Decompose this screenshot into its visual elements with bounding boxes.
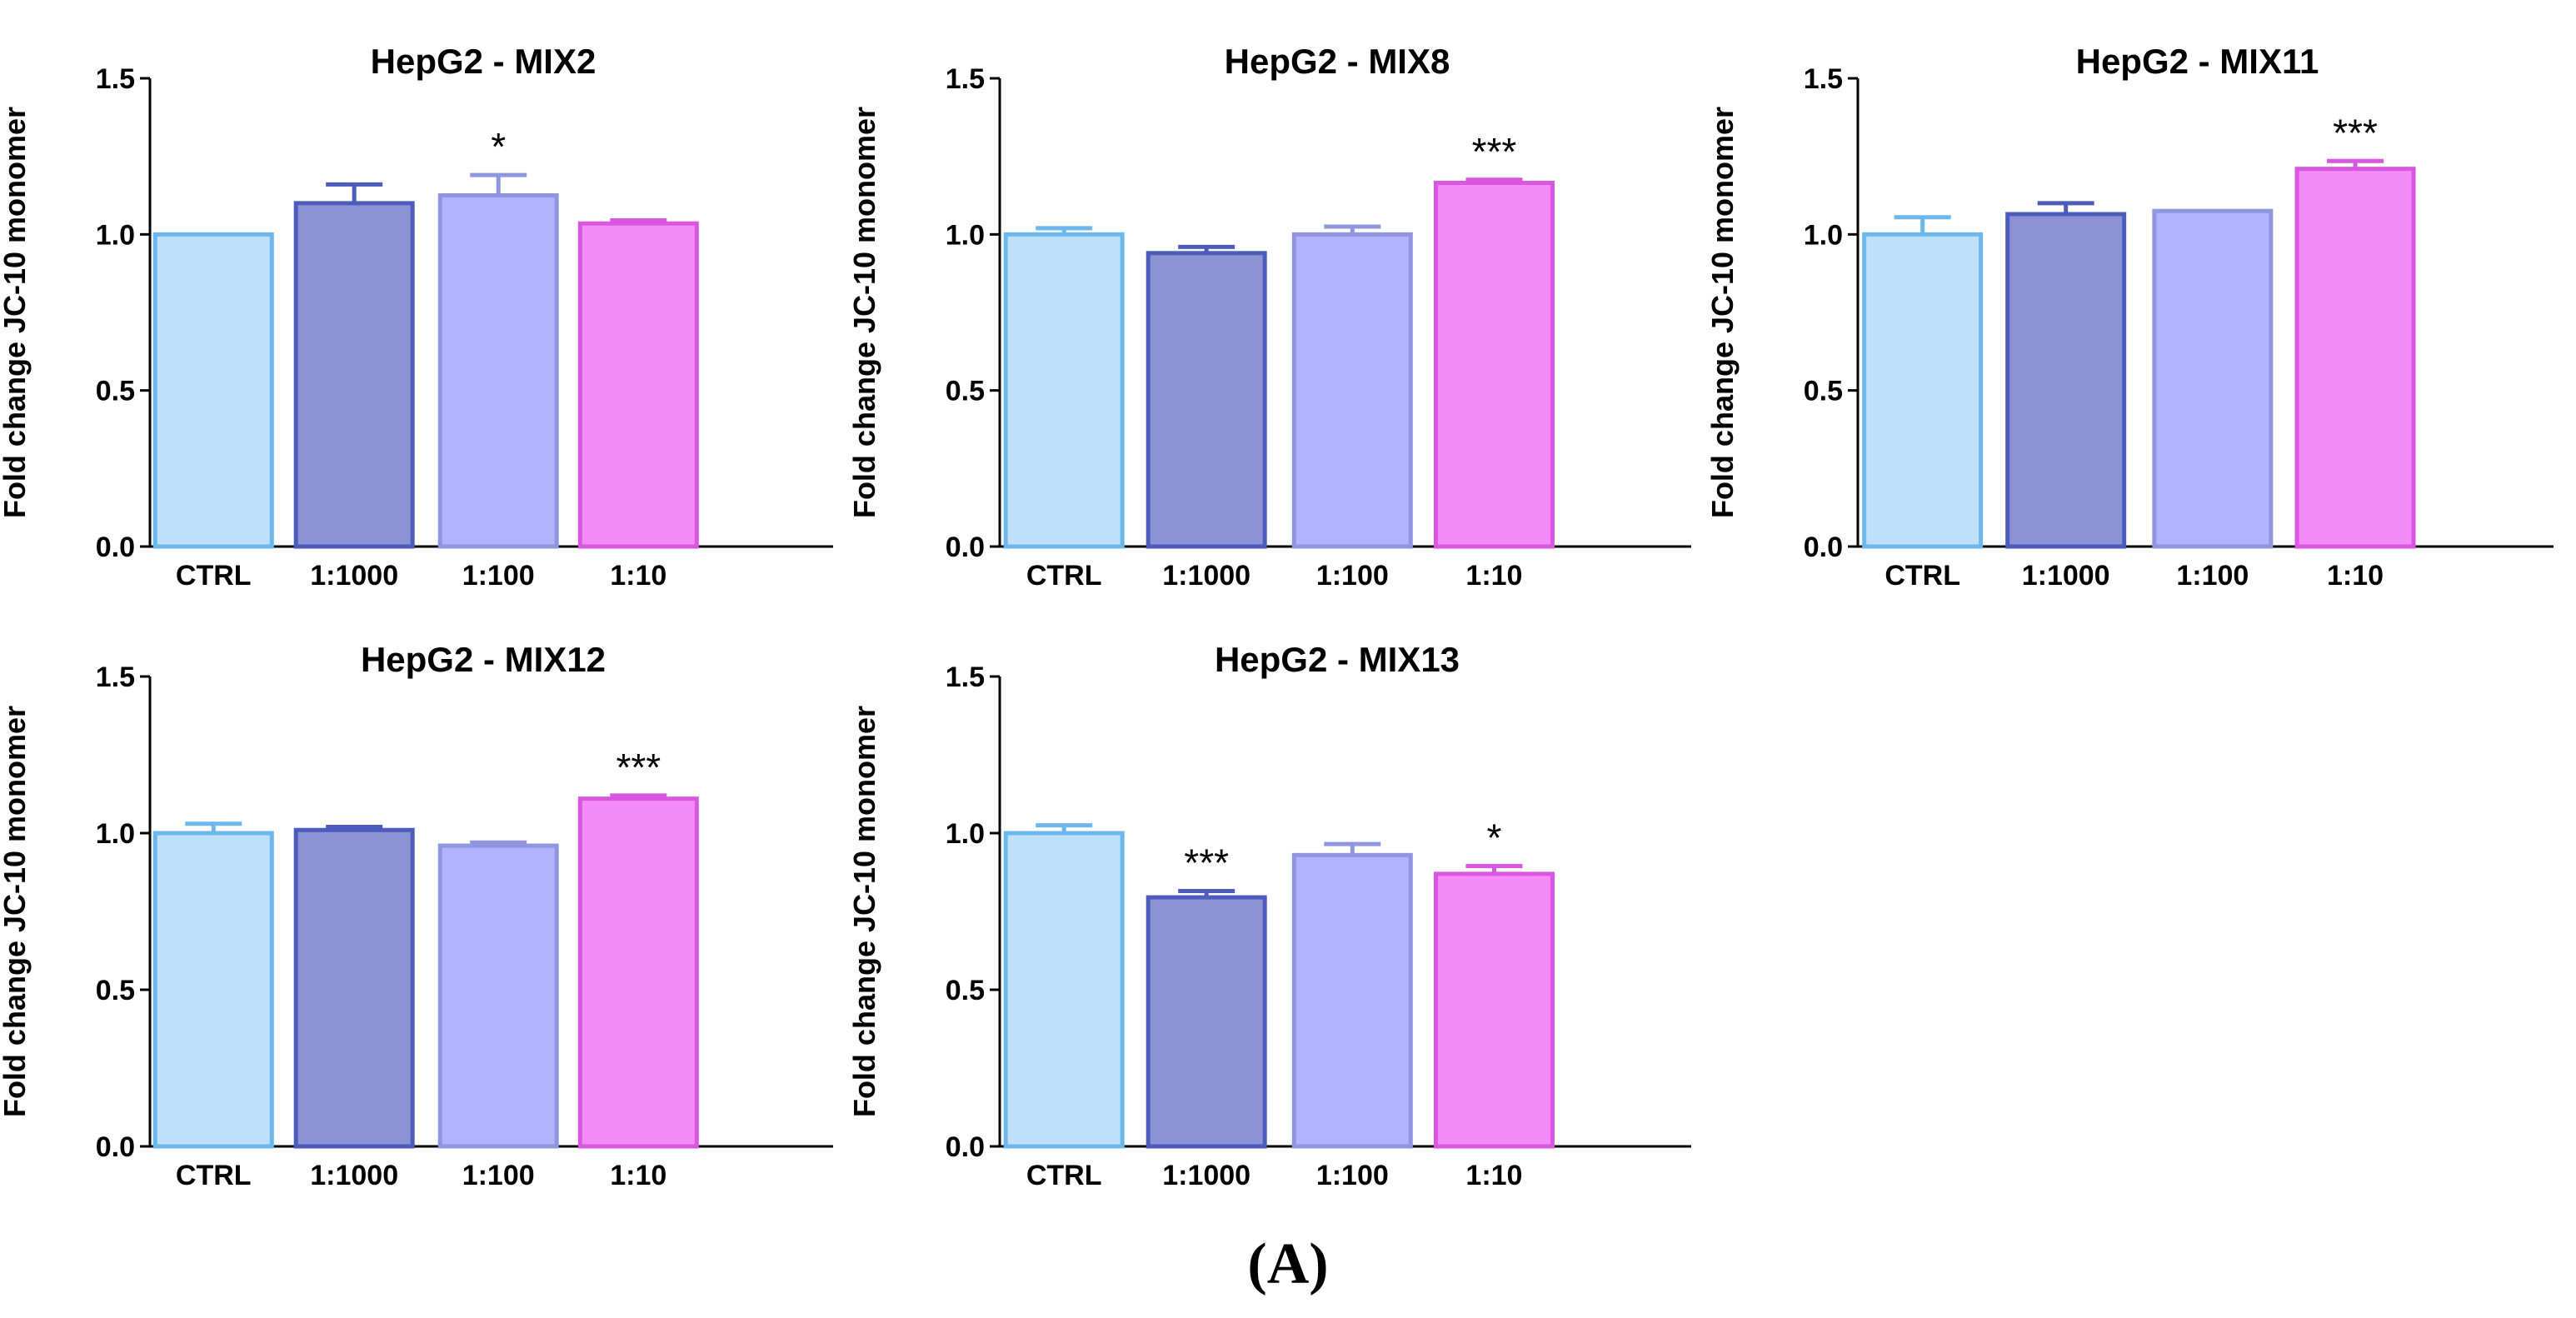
y-axis-label: Fold change JC-10 monomer: [1705, 107, 1740, 518]
x-tick-label: 1:10: [610, 1160, 666, 1191]
x-tick-label: 1:10: [1465, 560, 1522, 592]
y-tick-label: 0.5: [96, 376, 135, 407]
y-tick-label: 1.5: [96, 63, 135, 95]
y-axis-label: Fold change JC-10 monomer: [0, 706, 32, 1117]
significance-marker: ***: [2333, 111, 2378, 154]
y-tick-label: 0.0: [96, 1131, 135, 1163]
bar: [1003, 831, 1125, 1149]
x-tick-label: CTRL: [1026, 1160, 1102, 1191]
x-tick-label: 1:100: [1316, 560, 1389, 592]
y-tick-label: 1.5: [946, 661, 985, 693]
chart-panel: HepG2 - MIX2 Fold change JC-10 monomer 0.0…: [0, 42, 833, 592]
bar: [1433, 871, 1555, 1149]
x-tick-label: 1:100: [1316, 1160, 1389, 1191]
y-tick-label: 1.0: [946, 818, 985, 850]
y-axis-label: Fold change JC-10 monomer: [847, 706, 881, 1117]
x-tick-label: 1:100: [462, 1160, 535, 1191]
significance-marker: ***: [1472, 130, 1517, 173]
bar: [293, 827, 415, 1149]
bar: [1003, 232, 1125, 549]
bar: [437, 193, 559, 549]
y-tick-label: 0.5: [946, 376, 985, 407]
y-tick-label: 1.5: [946, 63, 985, 95]
bar: [1146, 895, 1267, 1149]
bar: [437, 843, 559, 1149]
x-tick-label: CTRL: [1885, 560, 1960, 592]
bar: [2152, 208, 2274, 549]
chart-panel: HepG2 - MIX12 Fold change JC-10 monomer 0.…: [0, 640, 833, 1191]
x-tick-label: 1:100: [2176, 560, 2249, 592]
chart-panel: HepG2 - MIX11 Fold change JC-10 monomer 0.…: [1705, 42, 2554, 592]
bar: [1433, 181, 1555, 549]
x-tick-label: 1:1000: [310, 560, 398, 592]
significance-marker: *: [491, 125, 506, 168]
bar: [293, 201, 415, 549]
chart-title: HepG2 - MIX12: [361, 640, 606, 679]
y-tick-label: 1.0: [96, 219, 135, 251]
y-tick-label: 0.0: [1804, 532, 1843, 563]
bar: [152, 232, 274, 549]
x-tick-label: 1:1000: [1162, 1160, 1251, 1191]
y-tick-label: 0.5: [946, 975, 985, 1006]
x-tick-label: 1:1000: [1162, 560, 1251, 592]
bar: [2005, 212, 2127, 549]
y-axis-label: Fold change JC-10 monomer: [847, 107, 881, 518]
bar: [152, 831, 274, 1149]
x-tick-label: 1:100: [462, 560, 535, 592]
y-tick-label: 0.0: [96, 532, 135, 563]
x-tick-label: 1:10: [2327, 560, 2384, 592]
significance-marker: *: [1486, 816, 1501, 859]
y-tick-label: 1.0: [946, 219, 985, 251]
chart-panel: HepG2 - MIX8 Fold change JC-10 monomer 0.0…: [847, 42, 1691, 592]
y-tick-label: 1.0: [96, 818, 135, 850]
chart-title: HepG2 - MIX8: [1225, 42, 1450, 81]
bar: [1862, 232, 1984, 549]
y-tick-label: 0.0: [946, 532, 985, 563]
bar: [1291, 232, 1413, 549]
x-tick-label: 1:1000: [2022, 560, 2110, 592]
bar: [577, 221, 699, 549]
y-tick-label: 1.5: [96, 661, 135, 693]
x-tick-label: CTRL: [176, 1160, 252, 1191]
bar: [2294, 167, 2416, 549]
chart-title: HepG2 - MIX11: [2076, 42, 2319, 81]
chart-panel: HepG2 - MIX13 Fold change JC-10 monomer 0.…: [847, 640, 1691, 1191]
y-tick-label: 0.0: [946, 1131, 985, 1163]
x-tick-label: 1:1000: [310, 1160, 398, 1191]
y-axis-label: Fold change JC-10 monomer: [0, 107, 32, 518]
x-tick-label: CTRL: [1026, 560, 1102, 592]
x-tick-label: CTRL: [176, 560, 252, 592]
bar: [1146, 251, 1267, 549]
bar: [1291, 852, 1413, 1149]
y-tick-label: 0.5: [96, 975, 135, 1006]
x-tick-label: 1:10: [610, 560, 666, 592]
figure-panel-label: (A): [1247, 1232, 1329, 1296]
y-tick-label: 1.5: [1804, 63, 1843, 95]
chart-title: HepG2 - MIX2: [371, 42, 597, 81]
significance-marker: ***: [616, 746, 661, 789]
bar: [577, 796, 699, 1149]
significance-marker: ***: [1184, 841, 1229, 885]
chart-title: HepG2 - MIX13: [1215, 640, 1460, 679]
x-tick-label: 1:10: [1465, 1160, 1522, 1191]
y-tick-label: 1.0: [1804, 219, 1843, 251]
y-tick-label: 0.5: [1804, 376, 1843, 407]
